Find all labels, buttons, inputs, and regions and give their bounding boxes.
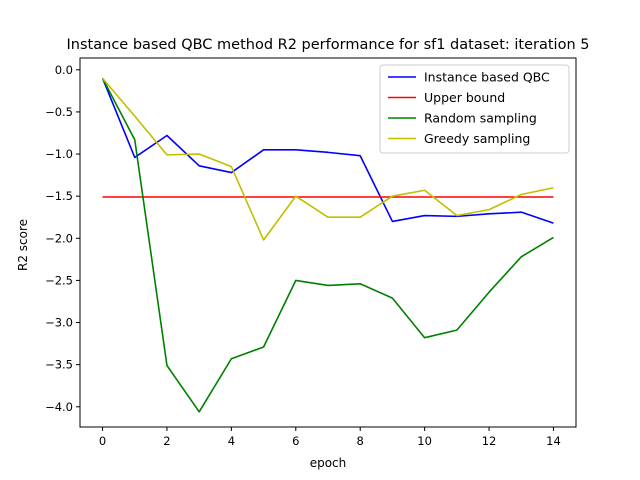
legend-label: Greedy sampling xyxy=(424,131,530,146)
y-tick-label: 0.0 xyxy=(55,63,73,77)
x-tick-label: 0 xyxy=(99,434,106,448)
series-line-instance-based-qbc xyxy=(101,77,554,224)
x-tick-label: 6 xyxy=(292,434,299,448)
x-tick-label: 14 xyxy=(546,434,561,448)
legend-label: Instance based QBC xyxy=(424,70,550,85)
x-tick-label: 8 xyxy=(357,434,364,448)
y-tick-label: −4.0 xyxy=(45,400,73,414)
axes-frame xyxy=(79,57,577,428)
legend: Instance based QBC Upper bound Random samp… xyxy=(379,64,570,154)
x-tick-label: 2 xyxy=(163,434,170,448)
x-tick-label: 4 xyxy=(228,434,235,448)
y-tick-label: −3.5 xyxy=(45,358,73,372)
series-line-greedy-sampling xyxy=(101,77,554,241)
legend-label: Upper bound xyxy=(424,90,505,105)
chart-title: Instance based QBC method R2 performance… xyxy=(67,37,590,53)
y-axis-label: R2 score xyxy=(16,219,30,271)
y-tick-label: −1.0 xyxy=(45,147,73,161)
x-tick-label: 12 xyxy=(482,434,497,448)
y-tick-label: −2.0 xyxy=(45,231,73,245)
plot-area: 0 2 4 6 8 10 12 14 0.0 −0.5 −1.0 −1.5 −2.0 −2.5 −3.0 −3… xyxy=(45,57,577,448)
x-tick-label: 10 xyxy=(417,434,432,448)
legend-label: Random sampling xyxy=(424,111,537,126)
y-tick-label: −3.0 xyxy=(45,316,73,330)
legend-box xyxy=(379,64,570,154)
y-tick-label: −1.5 xyxy=(45,189,73,203)
y-tick-label: −0.5 xyxy=(45,105,73,119)
x-axis-label: epoch xyxy=(310,456,347,470)
y-tick-label: −2.5 xyxy=(45,273,73,287)
series-line-random-sampling xyxy=(101,77,554,413)
